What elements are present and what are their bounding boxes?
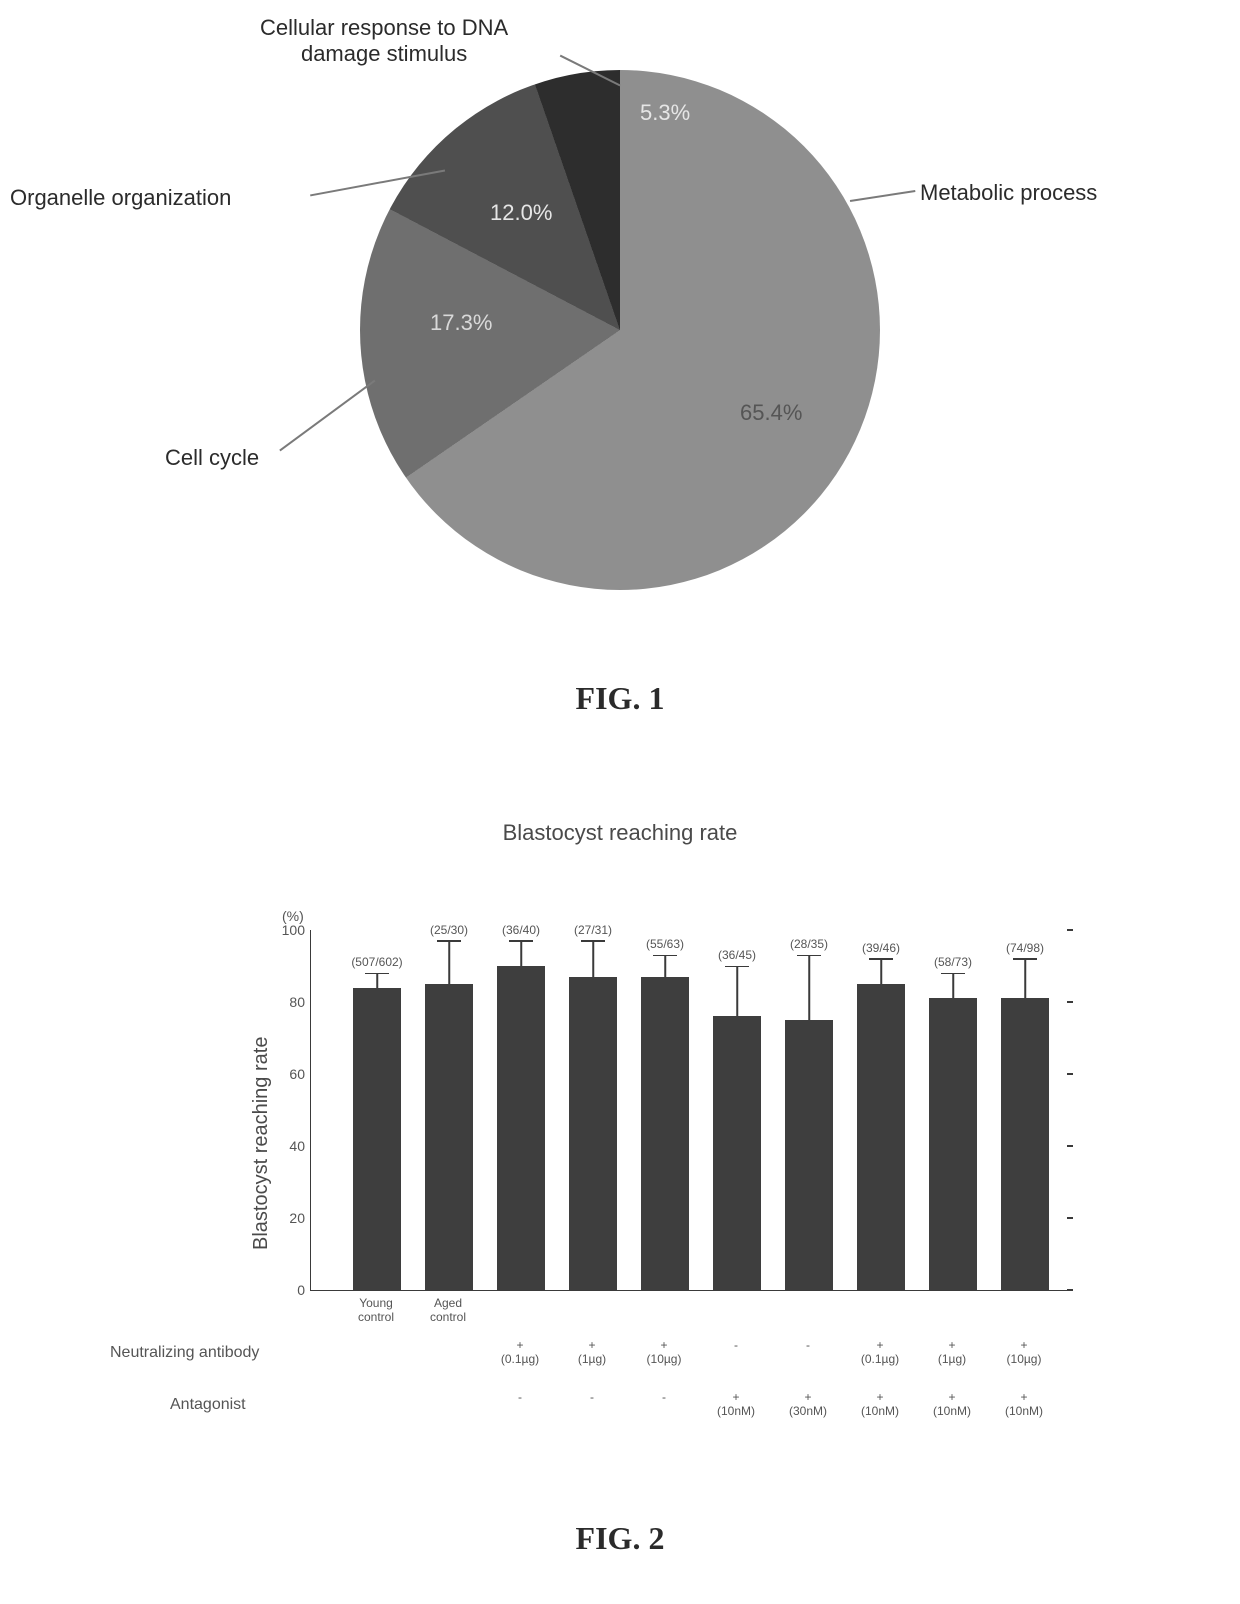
- bar-error-cap: [581, 940, 605, 942]
- bar-x-category: Aged control: [412, 1296, 484, 1324]
- bar-x-neutralizing: -: [772, 1338, 844, 1352]
- bar-error-cap: [797, 955, 821, 957]
- bar-error: [448, 941, 450, 984]
- bar-x-antagonist: -: [628, 1390, 700, 1404]
- bar-error: [952, 973, 954, 998]
- fig2-caption: FIG. 2: [0, 1520, 1240, 1557]
- bar: (55/63): [641, 977, 689, 1290]
- fig2-bar-chart: 020406080100(507/602)(25/30)(36/40)(27/3…: [0, 0, 1240, 620]
- bar-error: [592, 941, 594, 977]
- bar-ytick-label: 80: [289, 994, 311, 1010]
- bar-x-antagonist: + (10nM): [916, 1390, 988, 1418]
- bar-n-label: (58/73): [914, 955, 992, 969]
- bar-error-cap: [509, 940, 533, 942]
- bar-y-unit: (%): [282, 908, 304, 924]
- bar-plot-area: 020406080100(507/602)(25/30)(36/40)(27/3…: [310, 930, 1071, 1291]
- bar-n-label: (507/602): [338, 955, 416, 969]
- bar-x-antagonist: -: [556, 1390, 628, 1404]
- bar-ytick-mark: [1067, 1217, 1073, 1219]
- bar-x-neutralizing: + (0.1µg): [484, 1338, 556, 1366]
- bar-y-axis-title: Blastocyst reaching rate: [250, 1037, 273, 1250]
- bar: (39/46): [857, 984, 905, 1290]
- bar: (28/35): [785, 1020, 833, 1290]
- bar-error: [736, 966, 738, 1016]
- bar-ytick-label: 20: [289, 1210, 311, 1226]
- bar-n-label: (55/63): [626, 937, 704, 951]
- bar-error-cap: [941, 973, 965, 975]
- bar: (58/73): [929, 998, 977, 1290]
- bar-error-cap: [869, 958, 893, 960]
- bar-error-cap: [725, 966, 749, 968]
- bar: (36/45): [713, 1016, 761, 1290]
- bar-n-label: (36/45): [698, 948, 776, 962]
- bar-error: [808, 955, 810, 1020]
- bar-error-cap: [653, 955, 677, 957]
- bar-n-label: (74/98): [986, 941, 1064, 955]
- bar-ytick-mark: [1067, 929, 1073, 931]
- bar-n-label: (28/35): [770, 937, 848, 951]
- fig2-title: Blastocyst reaching rate: [0, 820, 1240, 846]
- fig1-caption: FIG. 1: [0, 680, 1240, 717]
- bar-error: [880, 959, 882, 984]
- bar-error: [376, 973, 378, 987]
- bar-n-label: (39/46): [842, 941, 920, 955]
- bar-x-neutralizing: + (0.1µg): [844, 1338, 916, 1366]
- bar-error-cap: [1013, 958, 1037, 960]
- bar-x-neutralizing: + (10µg): [988, 1338, 1060, 1366]
- bar-ytick-mark: [1067, 1073, 1073, 1075]
- bar-x-neutralizing: -: [700, 1338, 772, 1352]
- bar-ytick-mark: [1067, 1289, 1073, 1291]
- bar-ytick-mark: [1067, 1145, 1073, 1147]
- bar-row-label-antagonist: Antagonist: [170, 1396, 246, 1414]
- bar: (27/31): [569, 977, 617, 1290]
- bar-ytick-label: 0: [297, 1282, 311, 1298]
- bar-error: [664, 955, 666, 977]
- bar-ytick-label: 40: [289, 1138, 311, 1154]
- bar-n-label: (25/30): [410, 923, 488, 937]
- bar-ytick-label: 100: [282, 922, 311, 938]
- bar-x-antagonist: + (10nM): [988, 1390, 1060, 1418]
- bar-x-antagonist: + (10nM): [700, 1390, 772, 1418]
- bar-x-neutralizing: + (10µg): [628, 1338, 700, 1366]
- bar-x-antagonist: + (10nM): [844, 1390, 916, 1418]
- bar-row-label-neutralizing: Neutralizing antibody: [110, 1344, 259, 1362]
- bar: (25/30): [425, 984, 473, 1290]
- bar-ytick-label: 60: [289, 1066, 311, 1082]
- bar-error-cap: [365, 973, 389, 975]
- bar-error: [520, 941, 522, 966]
- bar-x-antagonist: -: [484, 1390, 556, 1404]
- bar-ytick-mark: [1067, 1001, 1073, 1003]
- bar-n-label: (27/31): [554, 923, 632, 937]
- bar: (36/40): [497, 966, 545, 1290]
- bar-x-antagonist: + (30nM): [772, 1390, 844, 1418]
- bar: (507/602): [353, 988, 401, 1290]
- bar-x-neutralizing: + (1µg): [556, 1338, 628, 1366]
- bar-n-label: (36/40): [482, 923, 560, 937]
- bar-x-category: Young control: [340, 1296, 412, 1324]
- bar-error: [1024, 959, 1026, 999]
- bar-x-neutralizing: + (1µg): [916, 1338, 988, 1366]
- bar: (74/98): [1001, 998, 1049, 1290]
- bar-error-cap: [437, 940, 461, 942]
